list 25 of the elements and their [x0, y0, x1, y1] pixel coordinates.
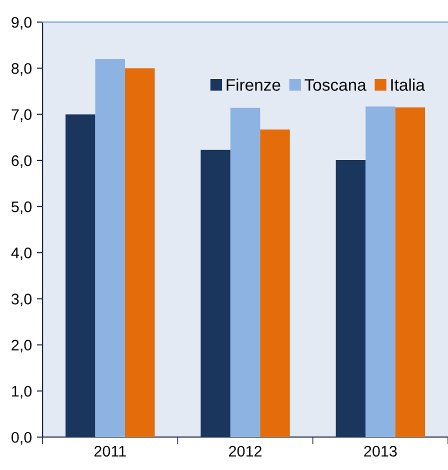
bar	[395, 107, 426, 438]
y-tick-label: 3,0	[11, 294, 32, 306]
bar	[125, 68, 155, 438]
bar	[260, 130, 290, 438]
y-tick-label: 2,0	[12, 340, 32, 352]
x-tick-label: 2012	[229, 446, 262, 457]
y-tick-label: 8,0	[12, 63, 32, 76]
bar	[230, 108, 260, 438]
legend-label: Firenze	[226, 78, 280, 91]
bar	[366, 106, 396, 438]
y-tick-label: 9,0	[12, 16, 32, 30]
legend-label: Toscana	[304, 79, 366, 91]
bar	[200, 150, 230, 438]
legend-label: Italia	[391, 78, 425, 91]
y-tick-label: 1,0	[12, 386, 32, 398]
y-tick-label: 5,0	[12, 201, 32, 214]
x-tick-label: 2011	[94, 446, 126, 457]
y-tick-label: 6,0	[12, 155, 32, 168]
y-tick-label: 7,0	[12, 109, 32, 122]
y-tick-label: 4,0	[11, 248, 32, 260]
bar	[95, 58, 125, 438]
x-tick-label: 2013	[364, 446, 397, 457]
bar	[66, 114, 96, 438]
y-tick-label: 0,0	[12, 432, 32, 445]
bar	[336, 160, 366, 438]
